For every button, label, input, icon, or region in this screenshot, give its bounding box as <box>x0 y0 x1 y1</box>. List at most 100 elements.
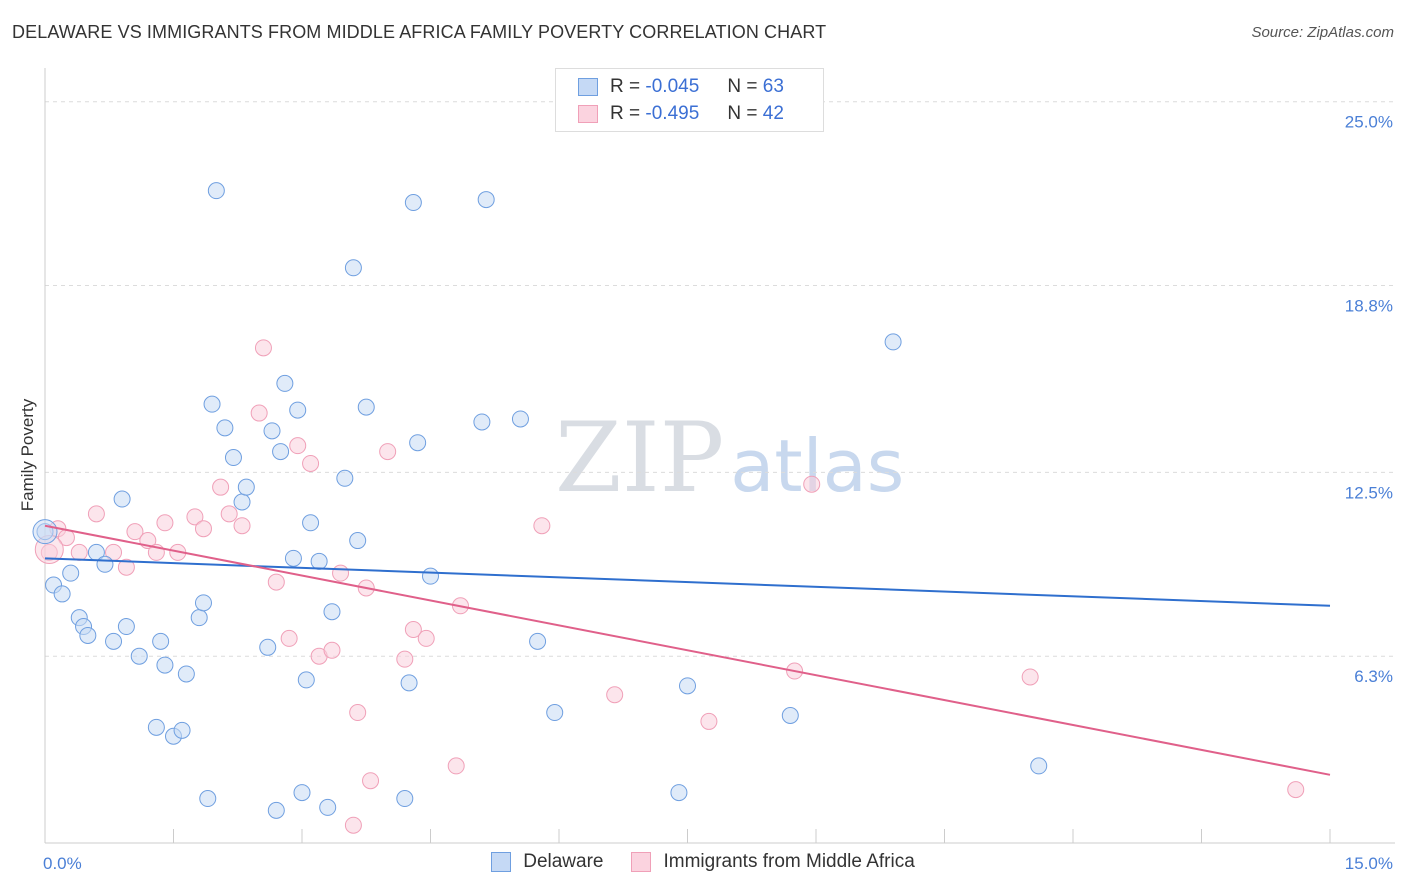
immigrants-point <box>267 573 285 591</box>
immigrants-point <box>323 641 341 659</box>
immigrants-point <box>212 478 230 496</box>
series-legend: Delaware Immigrants from Middle Africa <box>0 851 1406 873</box>
immigrants-point <box>396 650 414 668</box>
immigrants-point <box>126 523 144 541</box>
immigrants-point <box>533 517 551 535</box>
legend-item-delaware: Delaware <box>491 851 603 873</box>
immigrants-point <box>302 454 320 472</box>
x-tick-labels: 0.0% 15.0% <box>43 854 1393 873</box>
immigrants-trend-line <box>44 524 1331 776</box>
delaware-legend-swatch <box>491 852 512 872</box>
delaware-point <box>105 632 123 650</box>
legend-r-label: R = <box>610 103 641 124</box>
immigrants-point <box>117 558 135 576</box>
delaware-point <box>349 532 367 550</box>
delaware-point <box>511 410 529 428</box>
immigrants-swatch <box>578 105 598 123</box>
immigrants-point <box>1287 781 1305 799</box>
axes <box>44 68 1395 844</box>
chart-title: DELAWARE VS IMMIGRANTS FROM MIDDLE AFRIC… <box>12 22 827 42</box>
source-label: Source: ZipAtlas.com <box>1251 24 1394 41</box>
watermark-zip: ZIP <box>555 402 725 514</box>
delaware-point <box>237 478 255 496</box>
immigrants-point <box>254 339 272 357</box>
delaware-point <box>259 638 277 656</box>
delaware-point <box>679 677 696 695</box>
watermark-atlas: atlas <box>730 424 905 508</box>
delaware-point <box>357 398 375 416</box>
legend-r-label: R = <box>610 76 641 97</box>
watermark: ZIPatlas <box>555 402 904 514</box>
delaware-point <box>344 259 362 277</box>
immigrants-point <box>233 517 251 535</box>
immigrants-point <box>447 757 465 775</box>
y-tick-label: 12.5% <box>1345 483 1393 502</box>
y-tick-label: 6.3% <box>1354 667 1393 686</box>
delaware-point <box>336 469 354 487</box>
x-tick-label: 0.0% <box>43 854 82 873</box>
delaware-point <box>130 647 148 665</box>
delaware-point <box>396 790 414 808</box>
delaware-point <box>152 632 170 650</box>
delaware-point <box>404 194 422 212</box>
delaware-point <box>323 603 341 621</box>
immigrants-point <box>250 404 268 422</box>
delaware-point <box>216 419 234 437</box>
legend-item-immigrants: Immigrants from Middle Africa <box>631 851 915 873</box>
y-tick-label: 25.0% <box>1345 113 1393 132</box>
immigrants-point <box>417 629 435 647</box>
delaware-point <box>276 374 294 392</box>
immigrants-point <box>87 505 105 523</box>
delaware-point <box>319 798 337 816</box>
delaware-point <box>147 718 165 736</box>
delaware-swatch <box>578 78 598 96</box>
delaware-point <box>267 801 285 819</box>
y-tick-labels: 6.3% 12.5% 18.8% 25.0% <box>1345 113 1393 686</box>
legend-n-value: 42 <box>762 103 784 124</box>
immigrants-point <box>404 621 422 639</box>
immigrants-point <box>289 437 307 455</box>
delaware-point <box>32 519 58 545</box>
delaware-point <box>473 413 491 431</box>
legend-n-value: 63 <box>762 76 784 97</box>
delaware-trend-line <box>44 557 1331 607</box>
delaware-point <box>177 665 195 683</box>
immigrants-point <box>700 712 718 730</box>
y-tick-label: 18.8% <box>1345 297 1393 316</box>
delaware-point <box>62 564 80 582</box>
correlation-legend: R = -0.045 N = 63 R = -0.495 N = 42 <box>555 68 824 132</box>
immigrants-point <box>344 816 362 834</box>
delaware-point <box>199 790 217 808</box>
delaware-point <box>224 449 242 467</box>
delaware-point <box>263 422 281 440</box>
immigrants-point <box>186 508 204 526</box>
immigrants-point <box>606 686 624 704</box>
delaware-point <box>422 567 439 585</box>
legend-n-label: N = <box>727 76 758 97</box>
delaware-point <box>79 626 97 644</box>
delaware-point <box>781 707 799 724</box>
legend-r-value: -0.495 <box>645 103 700 124</box>
immigrants-legend-label: Immigrants from Middle Africa <box>663 851 915 872</box>
delaware-point <box>96 555 114 573</box>
delaware-point <box>400 674 418 692</box>
delaware-point <box>113 490 131 508</box>
delaware-point <box>477 191 495 209</box>
delaware-point <box>310 552 328 570</box>
delaware-legend-label: Delaware <box>523 851 604 872</box>
delaware-points <box>32 182 1048 819</box>
delaware-point <box>670 784 688 802</box>
delaware-point <box>529 632 547 650</box>
delaware-point <box>117 618 135 636</box>
y-axis-label: Family Poverty <box>18 398 37 512</box>
immigrants-point <box>220 505 238 523</box>
delaware-point <box>284 549 302 567</box>
delaware-point <box>190 609 208 627</box>
immigrants-point <box>70 543 88 561</box>
immigrants-point <box>194 520 212 538</box>
delaware-point <box>194 594 212 612</box>
legend-row-delaware: R = -0.045 N = 63 <box>578 74 784 100</box>
delaware-point <box>207 182 225 200</box>
legend-row-immigrants: R = -0.495 N = 42 <box>578 101 784 127</box>
